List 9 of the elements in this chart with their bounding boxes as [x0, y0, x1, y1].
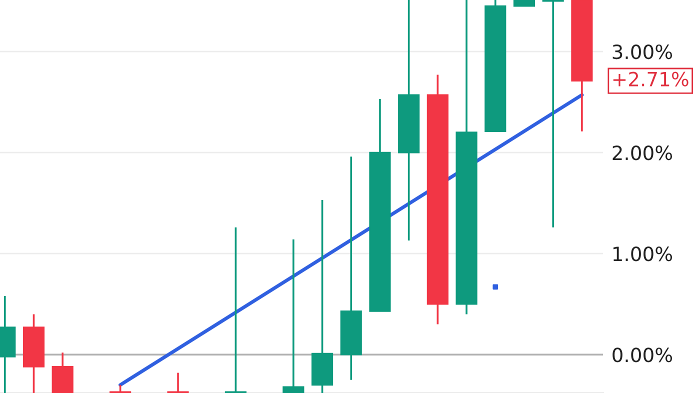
y-tick-label: 3.00% [612, 44, 672, 60]
y-tick-label: 1.00% [613, 246, 672, 262]
candlestick [167, 372, 189, 393]
y-tick-label: 2.00% [612, 146, 672, 160]
candlestick [224, 226, 247, 393]
y-tick-label: 0.00% [612, 348, 672, 362]
candlestick [282, 238, 304, 393]
text: +2.71% [613, 72, 688, 86]
candlestick [542, 0, 564, 228]
